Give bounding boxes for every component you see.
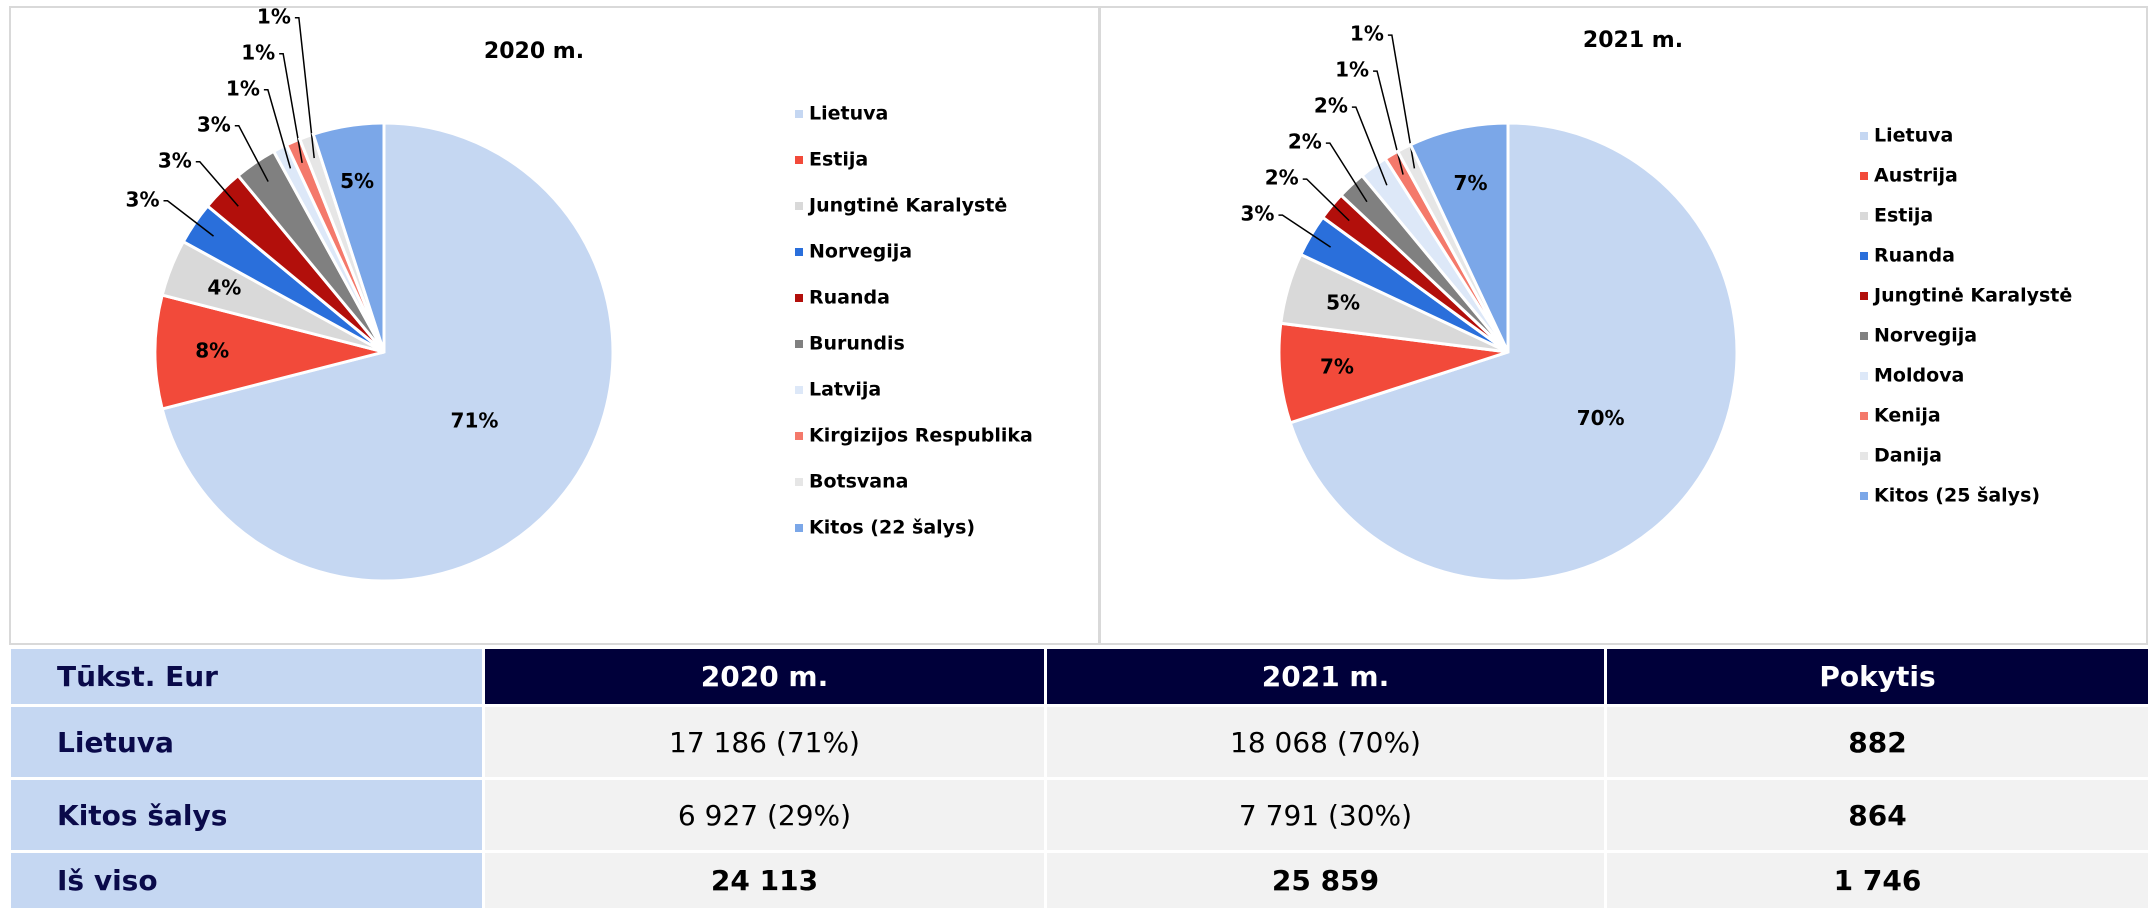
leader-line [1302, 178, 1350, 222]
data-label: 2% [1288, 130, 1322, 154]
header-cell: 2021 m. [1047, 649, 1604, 704]
legend-swatch [1860, 412, 1868, 420]
data-label: 1% [1335, 58, 1369, 82]
legend-label: Norvegija [1874, 325, 1977, 347]
legend-label: Botsvana [809, 471, 908, 493]
cell: 6 927 (29%) [485, 780, 1044, 850]
pie-slice [160, 121, 615, 583]
data-label: 5% [340, 169, 374, 193]
legend-label: Lietuva [809, 103, 888, 125]
legend-label: Moldova [1874, 365, 1964, 387]
legend-swatch [1860, 252, 1868, 260]
row-label: Lietuva [11, 707, 482, 777]
cell: 24 113 [485, 853, 1044, 908]
leader-line [1325, 142, 1368, 203]
legend-swatch [795, 478, 803, 486]
legend-swatch [1860, 172, 1868, 180]
legend-label: Estija [1874, 205, 1933, 227]
legend-label: Ruanda [1874, 245, 1955, 267]
cell: 7 791 (30%) [1047, 780, 1604, 850]
data-label: 1% [1350, 22, 1384, 46]
data-label: 5% [1326, 291, 1360, 315]
data-label: 71% [451, 409, 499, 433]
leader-line [163, 200, 214, 237]
cell: 864 [1607, 780, 2148, 850]
data-label: 3% [1240, 202, 1274, 226]
legend-label: Jungtinė Karalystė [807, 195, 1007, 217]
legend-label: Kitos (25 šalys) [1874, 485, 2040, 507]
data-label: 1% [226, 76, 260, 100]
legend-swatch [795, 524, 803, 532]
pie-slice [1408, 121, 1510, 353]
legend-swatch [795, 432, 803, 440]
data-label: 3% [197, 112, 231, 136]
charts: 2020 m.71%8%4%3%3%3%1%1%1%5%LietuvaEstij… [9, 4, 2148, 645]
legend-swatch [1860, 372, 1868, 380]
data-label: 3% [126, 187, 160, 211]
legend-swatch [795, 340, 803, 348]
data-label: 7% [1454, 171, 1488, 195]
leader-line [1387, 34, 1416, 169]
legend-swatch [1860, 212, 1868, 220]
leader-line [279, 53, 303, 163]
cell: 882 [1607, 707, 2148, 777]
legend-swatch [795, 386, 803, 394]
data-label: 2% [1265, 166, 1299, 190]
legend-label: Lietuva [1874, 125, 1953, 147]
data-label: 1% [241, 40, 275, 64]
legend-label: Burundis [809, 333, 905, 355]
legend-label: Kitos (22 šalys) [809, 517, 975, 539]
chart-title: 2020 m. [484, 39, 584, 64]
leader-line [1373, 70, 1404, 175]
cell: 18 068 (70%) [1047, 707, 1604, 777]
leader-line [1278, 214, 1332, 248]
row-label: Iš viso [11, 853, 482, 908]
legend-label: Kirgizijos Respublika [809, 425, 1033, 447]
data-label: 7% [1320, 355, 1354, 379]
cell: 17 186 (71%) [485, 707, 1044, 777]
data-label: 1% [257, 4, 291, 28]
data-label: 4% [207, 275, 241, 299]
legend-swatch [1860, 132, 1868, 140]
data-label: 8% [195, 339, 229, 363]
legend-swatch [1860, 492, 1868, 500]
legend-label: Austrija [1874, 165, 1958, 187]
leader-line [195, 161, 239, 207]
summary-table: Tūkst. Eur 2020 m. 2021 m. Pokytis Lietu… [11, 649, 2148, 911]
cell: 25 859 [1047, 853, 1604, 908]
pie-slice [153, 293, 385, 411]
legend-label: Norvegija [809, 241, 912, 263]
legend-label: Jungtinė Karalystė [1872, 285, 2072, 307]
legend-swatch [1860, 332, 1868, 340]
leader-line [234, 125, 269, 182]
data-label: 70% [1577, 406, 1625, 430]
legend-label: Kenija [1874, 405, 1941, 427]
legend-label: Estija [809, 149, 868, 171]
legend-label: Latvija [809, 379, 881, 401]
legend-swatch [795, 202, 803, 210]
legend-swatch [1860, 452, 1868, 460]
row-label: Kitos šalys [11, 780, 482, 850]
legend-label: Ruanda [809, 287, 890, 309]
pie-slice [311, 121, 386, 353]
header-cell: 2020 m. [485, 649, 1044, 704]
leader-line [263, 89, 292, 169]
cell: 1 746 [1607, 853, 2148, 908]
legend-swatch [795, 110, 803, 118]
leader-line [294, 17, 315, 159]
data-label: 3% [158, 148, 192, 172]
legend-swatch [795, 294, 803, 302]
legend-swatch [795, 248, 803, 256]
header-cell: Pokytis [1607, 649, 2148, 704]
legend-swatch [795, 156, 803, 164]
header-cell: Tūkst. Eur [11, 649, 482, 704]
panel-border [1099, 6, 2148, 645]
leader-line [1351, 106, 1388, 186]
pie-slice [1288, 121, 1739, 583]
data-label: 2% [1314, 94, 1348, 118]
legend-swatch [1860, 292, 1868, 300]
legend-label: Danija [1874, 445, 1942, 467]
chart-title: 2021 m. [1583, 28, 1683, 53]
